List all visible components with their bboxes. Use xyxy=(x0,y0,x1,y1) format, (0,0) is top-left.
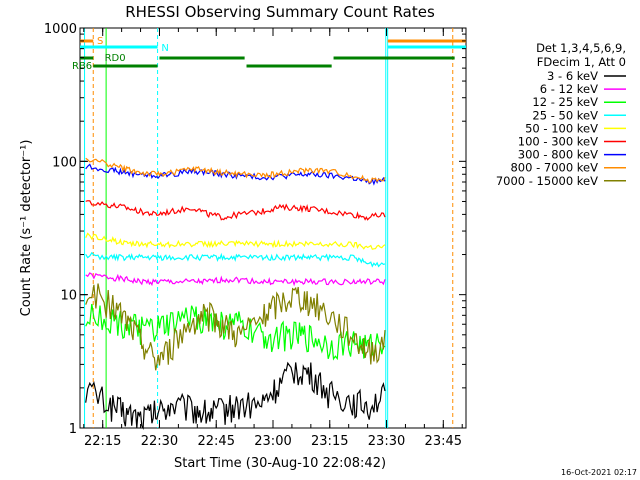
series-line xyxy=(85,157,386,184)
x-tick-label: 23:00 xyxy=(254,434,291,449)
x-tick-label: 22:30 xyxy=(141,434,178,449)
series-line xyxy=(85,251,386,268)
legend-label: 25 - 50 keV xyxy=(532,108,598,122)
legend-label: 50 - 100 keV xyxy=(525,121,598,135)
legend-label: 100 - 300 keV xyxy=(518,135,598,149)
plot-area xyxy=(79,27,467,429)
y-axis: 1 10 100 1000 xyxy=(44,22,466,437)
legend-label: 3 - 6 keV xyxy=(547,69,598,83)
legend-label: 300 - 800 keV xyxy=(518,148,598,162)
x-tick-label: 23:30 xyxy=(368,434,405,449)
state-bars: S N RD0 RB6 xyxy=(72,28,466,428)
legend-label: 800 - 7000 keV xyxy=(510,161,598,175)
x-tick-label: 23:15 xyxy=(311,434,348,449)
series-line xyxy=(85,361,386,430)
series-line xyxy=(85,283,386,371)
y-tick-label: 1000 xyxy=(44,22,77,37)
legend-label: 7000 - 15000 keV xyxy=(496,174,598,188)
legend-header-line-1: Det 1,3,4,5,6,9, xyxy=(536,41,626,55)
x-tick-label: 22:45 xyxy=(198,434,235,449)
y-tick-label: 1 xyxy=(69,422,77,437)
state-label-rb6: RB6 xyxy=(72,61,92,72)
legend: Det 1,3,4,5,6,9, FDecim 1, Att 0 3 - 6 k… xyxy=(496,41,626,188)
chart-title: RHESSI Observing Summary Count Rates xyxy=(125,3,435,21)
footer-timestamp: 16-Oct-2021 02:17 xyxy=(561,468,637,477)
series-line xyxy=(85,272,386,287)
series-line xyxy=(85,303,386,361)
legend-header-line-2: FDecim 1, Att 0 xyxy=(537,55,626,69)
x-axis: 22:15 22:30 22:45 23:00 23:15 23:30 23:45 xyxy=(83,28,463,449)
legend-label: 12 - 25 keV xyxy=(532,95,598,109)
series-line xyxy=(85,232,386,250)
state-label-rd0: RD0 xyxy=(105,53,126,64)
state-label-n: N xyxy=(161,43,168,54)
x-tick-label: 22:15 xyxy=(84,434,121,449)
y-axis-label: Count Rate (s⁻¹ detector⁻¹) xyxy=(19,140,34,317)
y-tick-label: 100 xyxy=(52,155,77,170)
series-layer xyxy=(85,157,386,430)
x-axis-label: Start Time (30-Aug-10 22:08:42) xyxy=(174,456,386,471)
series-line xyxy=(85,200,386,221)
state-label-s: S xyxy=(97,36,103,47)
y-tick-label: 10 xyxy=(60,289,77,304)
x-tick-label: 23:45 xyxy=(425,434,462,449)
legend-label: 6 - 12 keV xyxy=(540,82,598,96)
